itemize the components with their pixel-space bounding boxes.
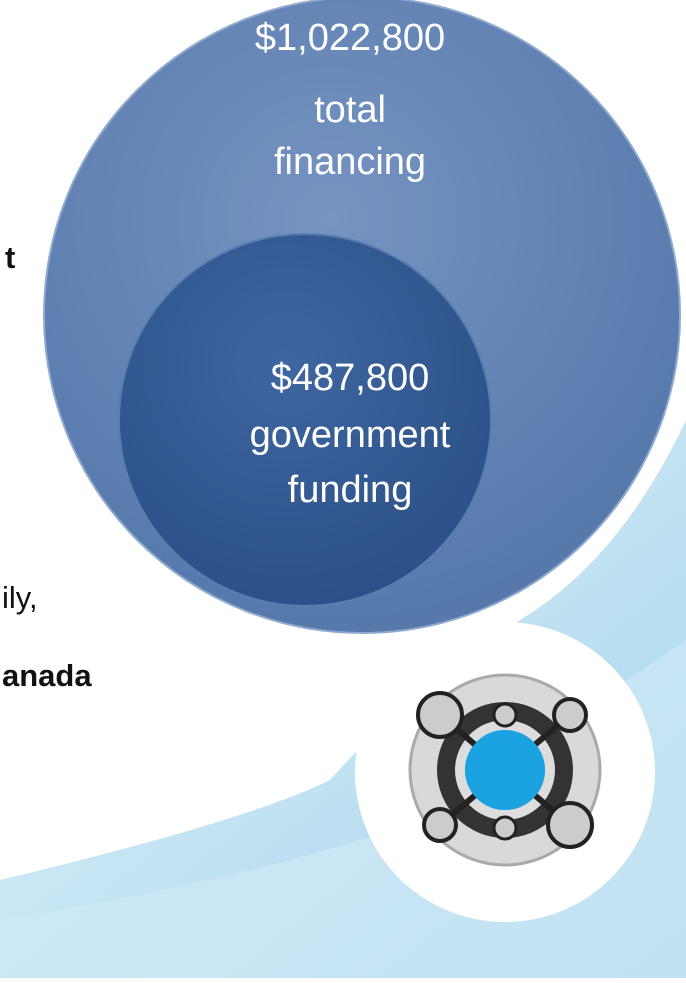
inner-amount: $487,800 [271, 357, 430, 399]
outer-amount: $1,022,800 [255, 17, 445, 59]
inner-label: funding [288, 469, 413, 511]
body-text: anada [2, 658, 92, 693]
outer-label: financing [274, 141, 426, 183]
inner-circle [118, 233, 492, 607]
logo [408, 673, 602, 867]
body-text: t [5, 240, 15, 275]
inner-label: government [250, 414, 451, 456]
body-text: ily, [2, 580, 38, 615]
outer-label: total [314, 89, 386, 131]
